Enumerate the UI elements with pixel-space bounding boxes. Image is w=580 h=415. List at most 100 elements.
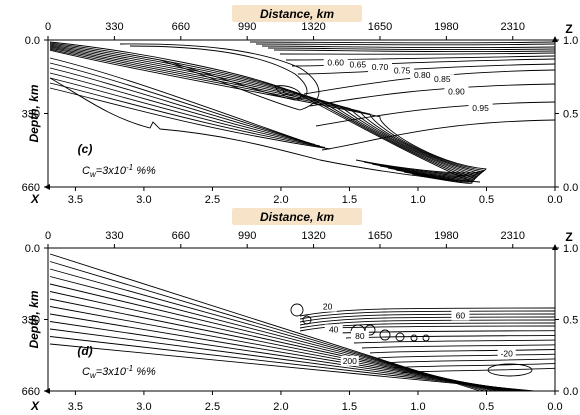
contour-bubble <box>290 303 304 317</box>
contour-label: 0.65 <box>350 60 367 70</box>
z-tick-label: 0.5 <box>563 109 578 121</box>
contour-line <box>282 89 295 96</box>
contour-line <box>49 42 474 183</box>
y-tick-label: 660 <box>22 386 40 398</box>
z-tick-label: 0.0 <box>563 182 578 194</box>
bottom-tick-label: 1.5 <box>342 401 357 413</box>
contour-label: -20 <box>501 348 514 358</box>
z-tick-label: 0.5 <box>563 315 578 327</box>
contour-line <box>49 306 512 392</box>
contour-line <box>49 343 535 392</box>
contour-line <box>299 310 556 320</box>
contour-line <box>49 77 321 147</box>
contour-line <box>267 47 556 51</box>
y-tick-label: 660 <box>22 182 40 194</box>
panel-label: (c) <box>78 142 93 156</box>
contour-label-bg <box>340 355 359 366</box>
contour-label: 20 <box>323 302 333 312</box>
contour-line <box>119 43 320 111</box>
z-axis-arrow <box>552 36 558 42</box>
contour-bubble <box>487 363 533 377</box>
contour-line <box>49 72 316 145</box>
x-axis-letter: X <box>30 399 40 413</box>
y-tick-label: 0.0 <box>25 243 40 255</box>
contour-line <box>49 57 301 141</box>
contour-label-bg <box>390 65 415 76</box>
x-tick-label: 330 <box>105 21 123 33</box>
x-axis-letter: X <box>30 192 40 206</box>
x-tick-label: 990 <box>238 21 256 33</box>
x-tick-label: 660 <box>172 230 190 242</box>
contour-line <box>329 325 556 329</box>
contour-line <box>49 43 476 182</box>
y-tick-label: 330 <box>22 109 40 121</box>
contour-label: 0.75 <box>394 65 411 75</box>
contour-label-bg <box>468 103 493 114</box>
contour-line <box>299 313 556 323</box>
contour-line <box>321 119 556 151</box>
contour-label: 0.95 <box>472 103 489 113</box>
x-tick-label: 1980 <box>434 21 458 33</box>
contour-label: 0.80 <box>414 70 431 80</box>
contour-label: 0.60 <box>327 58 344 68</box>
contour-line <box>309 83 556 107</box>
z-tick-label: 1.0 <box>563 35 578 47</box>
contour-line <box>249 41 556 44</box>
contour-line <box>353 339 556 344</box>
contour-line <box>285 55 556 61</box>
contour-label-bg <box>497 348 516 359</box>
y-tick-label: 0.0 <box>25 35 40 47</box>
contour-line <box>49 291 503 392</box>
contour-line <box>49 321 521 392</box>
contour-line <box>49 336 530 392</box>
contour-bubble <box>302 315 312 325</box>
contour-line <box>49 77 481 183</box>
x-tick-label: 1320 <box>301 230 325 242</box>
x-tick-label: 2310 <box>501 230 525 242</box>
bottom-tick-label: 1.0 <box>410 401 425 413</box>
contour-line <box>291 58 556 67</box>
x-tick-label: 2310 <box>501 21 525 33</box>
contour-line <box>315 101 556 127</box>
contour-bubble <box>410 334 418 342</box>
contour-line <box>299 307 556 317</box>
z-axis-label: Z <box>565 22 572 36</box>
contour-line <box>49 47 483 176</box>
chart-title: Distance, km <box>260 210 334 224</box>
contour-bubble <box>422 334 430 342</box>
x-tick-label: 1650 <box>368 21 392 33</box>
contour-line <box>273 49 556 53</box>
contour-label-bg <box>324 324 343 335</box>
contour-line <box>49 48 485 175</box>
contour-line <box>369 349 556 354</box>
bottom-tick-label: 1.5 <box>342 194 357 206</box>
bottom-tick-label: 3.0 <box>136 194 151 206</box>
contour-line <box>279 52 556 55</box>
bottom-tick-label: 2.5 <box>205 401 220 413</box>
contour-line <box>299 322 556 332</box>
x-axis-arrow <box>44 184 50 190</box>
contour-line <box>385 358 556 364</box>
contour-line <box>49 313 517 392</box>
x-tick-label: 990 <box>238 230 256 242</box>
contour-line <box>337 330 556 334</box>
contour-line <box>49 298 508 392</box>
contour-line <box>49 82 326 148</box>
x-axis-arrow <box>44 388 50 394</box>
bottom-tick-label: 3.0 <box>136 401 151 413</box>
contour-label: 0.70 <box>372 62 389 72</box>
bottom-tick-label: 3.5 <box>68 194 83 206</box>
contour-label-bg <box>451 310 470 321</box>
bottom-tick-label: 3.5 <box>68 401 83 413</box>
y-tick-label: 330 <box>22 315 40 327</box>
contour-line <box>49 62 306 142</box>
contour-label-bg <box>318 301 337 312</box>
chart-panel-d: Distance, km 0 330 660 990 1320 1650 1980 2310 0.… <box>22 208 578 413</box>
contour-line <box>261 45 556 49</box>
x-tick-label: 1980 <box>434 230 458 242</box>
bottom-tick-label: 2.5 <box>205 194 220 206</box>
panel-label: (d) <box>77 344 92 358</box>
contour-line <box>345 334 556 339</box>
y-axis-label: Depth, km <box>27 84 41 142</box>
bottom-tick-label: 2.0 <box>273 194 288 206</box>
